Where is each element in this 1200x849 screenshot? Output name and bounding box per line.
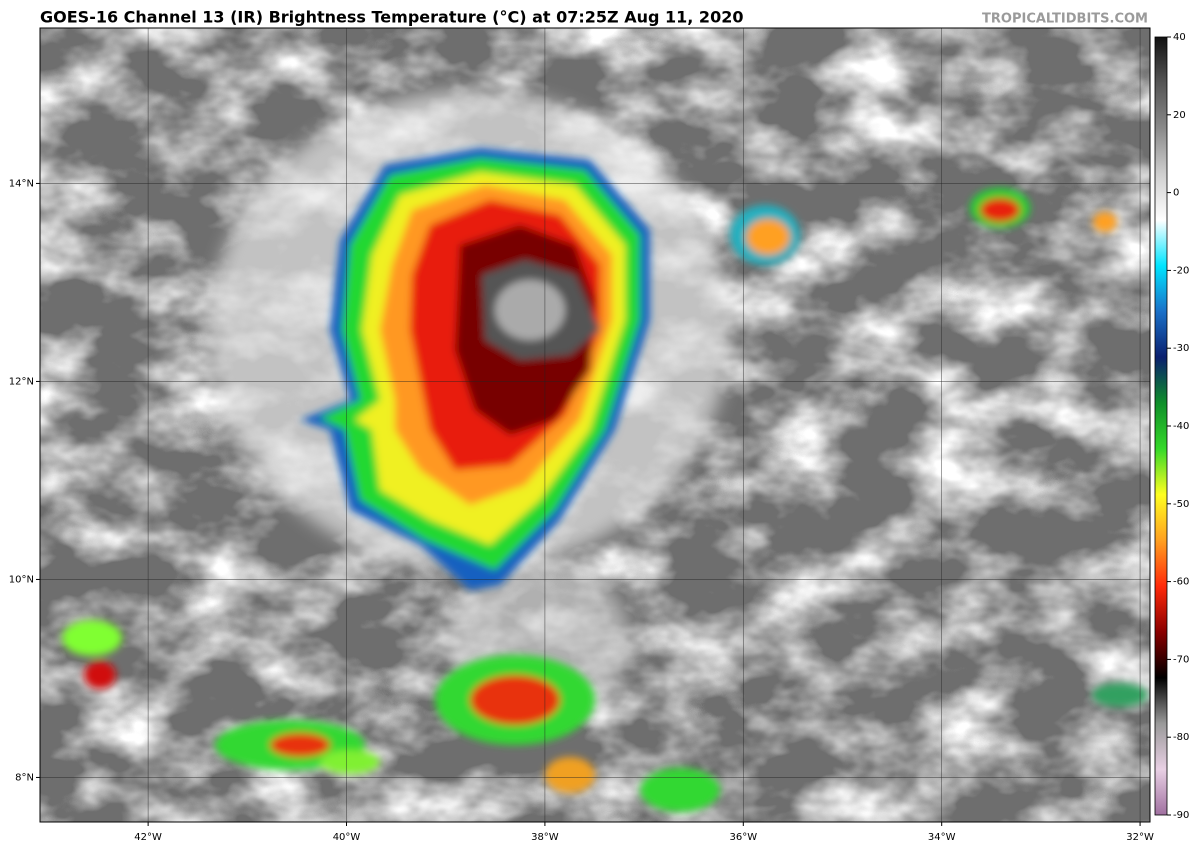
y-tick-label: 12°N [9,376,34,387]
y-tick-label: 10°N [9,574,34,585]
colorbar-tick-label: 20 [1173,110,1186,121]
y-tick-label: 8°N [15,772,34,783]
colorbar-tick-label: -80 [1173,732,1189,743]
colorbar-tick-label: -20 [1173,265,1189,276]
title: GOES-16 Channel 13 (IR) Brightness Tempe… [40,8,743,27]
colorbar-tick-label: 40 [1173,32,1186,43]
colorbar [1154,36,1168,816]
y-tick-label: 14°N [9,178,34,189]
source: TROPICALTIDBITS.COM [982,12,1148,27]
colorbar-tick-label: -30 [1173,343,1189,354]
colorbar-tick-label: -50 [1173,499,1189,510]
map-frame [39,27,1151,823]
grid [40,28,1150,822]
x-tick-label: 40°W [333,832,361,843]
x-tick-label: 42°W [134,832,162,843]
colorbar-tick-label: -40 [1173,421,1189,432]
x-tick-label: 38°W [531,832,559,843]
colorbar-tick-label: -60 [1173,577,1189,588]
x-tick-label: 36°W [729,832,757,843]
colorbar-tick-label: -70 [1173,654,1189,665]
x-tick-label: 34°W [928,832,956,843]
satellite-image [40,28,1150,822]
x-tick-label: 32°W [1126,832,1154,843]
colorbar-tick-label: 0 [1173,188,1179,199]
colorbar-tick-label: -90 [1173,810,1189,821]
